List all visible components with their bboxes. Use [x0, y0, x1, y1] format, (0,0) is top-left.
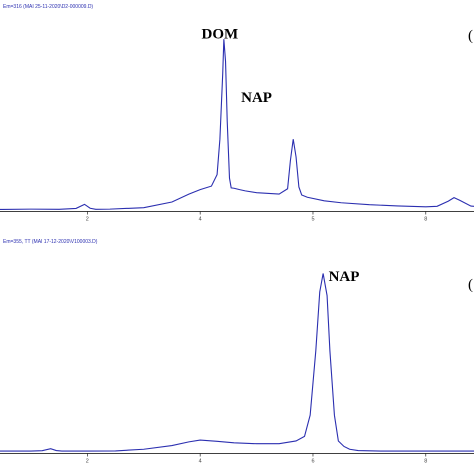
peak-label: DOM	[202, 26, 239, 42]
panel-label: (	[468, 277, 473, 293]
x-axis-ticks: 2 4 5 8	[86, 211, 427, 223]
x-tick-label: 4	[199, 459, 202, 465]
chart-panel-top: Em=316 (MAI 25-11-2020\D2-000009.D) ( 2 4…	[0, 4, 474, 223]
peak-annotations: NAP	[329, 269, 360, 285]
x-axis-ticks: 2 4 6 8	[86, 453, 427, 465]
chart-panel-bottom: Em=355, TT (MAI 17-12-2020\V100003.D) ( …	[0, 239, 474, 465]
peak-annotations: DOM NAP	[202, 26, 272, 106]
x-tick-label: 8	[424, 459, 427, 465]
panel-header: Em=316 (MAI 25-11-2020\D2-000009.D)	[3, 4, 93, 10]
x-tick-label: 4	[199, 217, 202, 223]
x-tick-label: 2	[86, 459, 89, 465]
panel-header: Em=355, TT (MAI 17-12-2020\V100003.D)	[3, 239, 98, 245]
x-tick-label: 8	[424, 217, 427, 223]
peak-label: NAP	[241, 90, 272, 106]
x-tick-label: 5	[311, 217, 314, 223]
x-tick-label: 6	[311, 459, 314, 465]
signal-trace	[0, 273, 474, 452]
panel-label: (	[468, 28, 473, 44]
signal-trace	[0, 39, 474, 211]
peak-label: NAP	[329, 269, 360, 285]
x-tick-label: 2	[86, 217, 89, 223]
